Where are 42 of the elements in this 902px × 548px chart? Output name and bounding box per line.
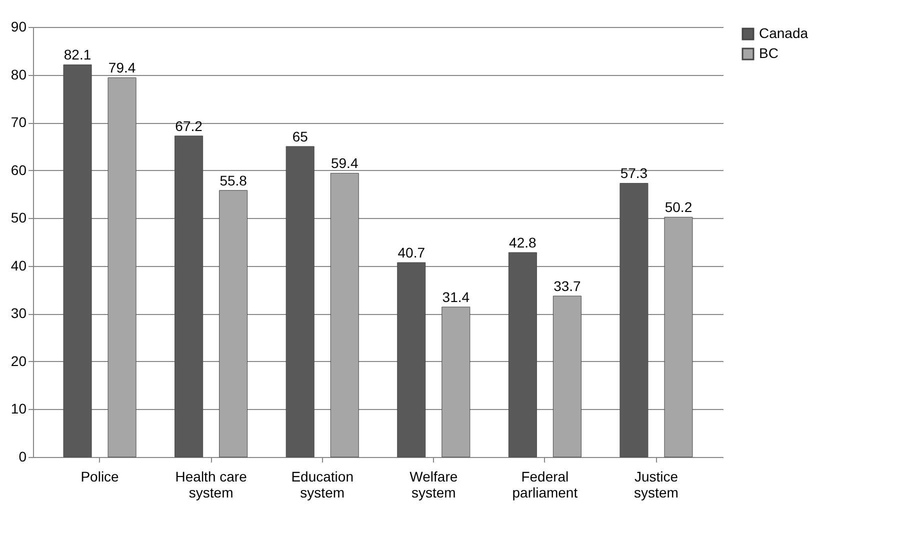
bar bbox=[552, 296, 582, 458]
x-tick-label: Justice system bbox=[634, 468, 678, 500]
data-label: 55.8 bbox=[220, 172, 248, 188]
x-tick-label: Health care system bbox=[175, 468, 248, 500]
bar bbox=[508, 252, 537, 458]
bar bbox=[286, 146, 314, 458]
x-tick-label: Police bbox=[80, 468, 120, 484]
y-tick-label: 80 bbox=[10, 66, 27, 82]
y-tick-label: 60 bbox=[10, 162, 27, 178]
data-label: 79.4 bbox=[108, 60, 136, 76]
bar bbox=[397, 262, 426, 458]
y-tick-label: 10 bbox=[10, 400, 27, 417]
x-tick-label: Federal parliament bbox=[512, 468, 578, 500]
legend-label: BC bbox=[759, 45, 778, 61]
data-label: 50.2 bbox=[664, 199, 692, 216]
bar bbox=[63, 64, 92, 458]
data-label: 33.7 bbox=[554, 278, 582, 294]
legend-label: Canada bbox=[759, 25, 808, 41]
bar bbox=[219, 190, 248, 458]
y-tick-label: 30 bbox=[10, 305, 27, 322]
bar bbox=[664, 216, 693, 458]
x-tick-label: Welfare system bbox=[410, 468, 458, 500]
bar bbox=[442, 306, 470, 458]
data-label: 31.4 bbox=[442, 288, 470, 305]
bar bbox=[330, 172, 359, 458]
y-tick-label: 50 bbox=[10, 210, 27, 226]
y-tick-label: 90 bbox=[10, 18, 27, 34]
bar bbox=[108, 77, 136, 458]
data-label: 67.2 bbox=[175, 118, 203, 134]
bar bbox=[174, 136, 204, 458]
x-tick-label: Education system bbox=[291, 468, 354, 500]
y-tick-label: 40 bbox=[10, 257, 27, 274]
data-label: 40.7 bbox=[398, 244, 426, 261]
y-tick-label: 20 bbox=[10, 352, 27, 369]
y-tick-label: 70 bbox=[10, 114, 27, 130]
y-tick-label: 0 bbox=[18, 448, 27, 464]
data-label: 57.3 bbox=[620, 165, 648, 182]
data-label: 42.8 bbox=[509, 234, 537, 251]
bar bbox=[620, 182, 648, 458]
data-label: 82.1 bbox=[64, 46, 92, 63]
data-label: 59.4 bbox=[330, 155, 358, 172]
data-label: 65 bbox=[292, 128, 308, 144]
